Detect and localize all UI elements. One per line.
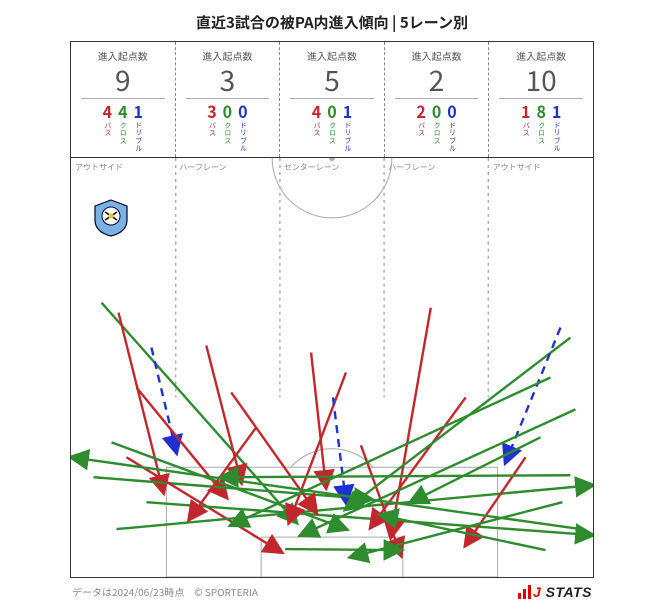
breakdown-item: 1 パス	[521, 103, 530, 153]
lane-name: ハーフレーン	[175, 158, 279, 173]
lanes-header: 進入起点数94パス4クロス1ドリブル進入起点数33パス0クロス0ドリブル進入起点…	[70, 42, 594, 158]
entry-arrow	[117, 485, 593, 529]
lane-name: アウトサイド	[489, 158, 593, 173]
lane-column: 進入起点数94パス4クロス1ドリブル	[71, 42, 176, 157]
lane-name: ハーフレーン	[384, 158, 488, 173]
breakdown-label: パス	[313, 121, 320, 137]
lane-total: 5	[290, 65, 374, 99]
footer-note: データは2024/06/23時点 © SPORTERIA	[72, 584, 258, 599]
breakdown-value: 4	[118, 103, 127, 119]
breakdown-value: 1	[134, 103, 143, 119]
breakdown-item: 4 パス	[312, 103, 321, 153]
lane-column: 進入起点数54パス0クロス1ドリブル	[280, 42, 385, 157]
breakdown-item: 4 パス	[103, 103, 112, 153]
lane-column: 進入起点数33パス0クロス0ドリブル	[176, 42, 281, 157]
lane-breakdown: 2 パス 0 クロス 0 ドリブル	[387, 103, 487, 153]
breakdown-item: 0 クロス	[327, 103, 336, 153]
footer: データは2024/06/23時点 © SPORTERIA J STATS	[70, 578, 594, 600]
breakdown-item: 1 ドリブル	[134, 103, 143, 153]
lane-total: 2	[395, 65, 479, 99]
lane-breakdown: 3 パス 0 クロス 0 ドリブル	[178, 103, 278, 153]
breakdown-value: 4	[103, 103, 112, 119]
breakdown-value: 0	[432, 103, 441, 119]
entry-arrow	[221, 475, 570, 477]
breakdown-item: 3 パス	[207, 103, 216, 153]
breakdown-label: ドリブル	[239, 121, 246, 153]
lane-name: センターレーン	[280, 158, 384, 173]
breakdown-value: 0	[223, 103, 232, 119]
entry-arrow	[102, 302, 297, 521]
breakdown-label: パス	[208, 121, 215, 137]
lane-total: 3	[186, 65, 270, 99]
breakdown-item: 0 ドリブル	[238, 103, 247, 153]
breakdown-value: 8	[536, 103, 545, 119]
lane-total: 10	[499, 65, 583, 99]
entry-arrow	[206, 345, 241, 482]
breakdown-label: クロス	[328, 121, 335, 145]
breakdown-label: クロス	[433, 121, 440, 145]
breakdown-label: パス	[418, 121, 425, 137]
jstats-logo: J STATS	[518, 584, 592, 600]
breakdown-label: クロス	[538, 121, 545, 145]
breakdown-value: 4	[312, 103, 321, 119]
lane-column: 進入起点数22パス0クロス0ドリブル	[385, 42, 490, 157]
lane-name: アウトサイド	[71, 158, 175, 173]
team-badge	[91, 198, 131, 238]
breakdown-label: ドリブル	[553, 121, 560, 153]
entry-arrow	[346, 337, 570, 509]
breakdown-value: 1	[343, 103, 352, 119]
breakdown-label: パス	[522, 121, 529, 137]
breakdown-item: 1 ドリブル	[343, 103, 352, 153]
breakdown-value: 0	[327, 103, 336, 119]
entry-arrow	[112, 442, 346, 529]
breakdown-item: 4 クロス	[118, 103, 127, 153]
pitch-area: アウトサイドハーフレーンセンターレーンハーフレーンアウトサイド	[70, 158, 594, 578]
breakdown-value: 1	[521, 103, 530, 119]
breakdown-item: 0 ドリブル	[447, 103, 456, 153]
breakdown-label: クロス	[119, 121, 126, 145]
breakdown-value: 1	[552, 103, 561, 119]
entry-arrow	[146, 502, 592, 535]
breakdown-item: 1 ドリブル	[552, 103, 561, 153]
breakdown-label: ドリブル	[135, 121, 142, 153]
breakdown-value: 0	[447, 103, 456, 119]
chart-title: 直近3試合の被PA内進入傾向 | 5レーン別	[70, 8, 594, 42]
breakdown-label: ドリブル	[449, 121, 456, 153]
breakdown-label: クロス	[224, 121, 231, 145]
lane-total: 9	[81, 65, 165, 99]
lane-names-row: アウトサイドハーフレーンセンターレーンハーフレーンアウトサイド	[71, 158, 593, 173]
lane-breakdown: 1 パス 8 クロス 1 ドリブル	[491, 103, 591, 153]
lane-column: 進入起点数101パス8クロス1ドリブル	[489, 42, 593, 157]
lane-breakdown: 4 パス 0 クロス 1 ドリブル	[282, 103, 382, 153]
entry-arrow	[371, 397, 466, 527]
pitch-svg	[71, 158, 593, 577]
breakdown-label: ドリブル	[344, 121, 351, 153]
entry-arrow	[231, 392, 316, 512]
breakdown-item: 2 パス	[416, 103, 425, 153]
breakdown-value: 2	[416, 103, 425, 119]
breakdown-label: パス	[104, 121, 111, 137]
breakdown-item: 8 クロス	[536, 103, 545, 153]
breakdown-item: 0 クロス	[432, 103, 441, 153]
entry-arrow	[151, 347, 176, 452]
breakdown-value: 3	[207, 103, 216, 119]
lane-breakdown: 4 パス 4 クロス 1 ドリブル	[73, 103, 173, 153]
breakdown-value: 0	[238, 103, 247, 119]
breakdown-item: 0 クロス	[223, 103, 232, 153]
entry-arrow	[289, 372, 346, 522]
